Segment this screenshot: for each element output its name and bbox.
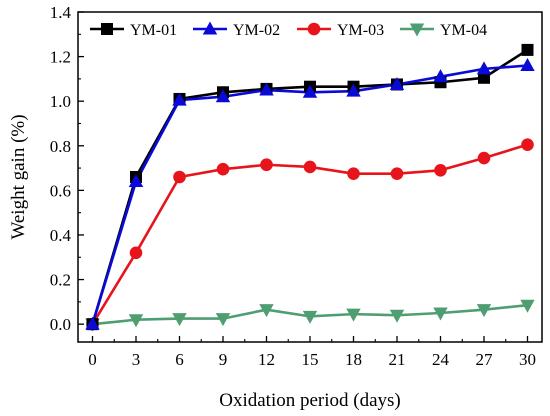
y-tick-label: 0.4	[50, 226, 72, 245]
y-tick-label: 0.2	[50, 271, 71, 290]
data-point-ym-03	[303, 160, 317, 174]
y-tick-label: 0.6	[50, 181, 71, 200]
x-tick-label: 9	[219, 350, 228, 369]
axis-ticks: 0 3 6 9 12 15 18 21 24 27 30 0.0 0.2 0.4 0.6 0.8 1.0 1.2 1…	[50, 3, 536, 369]
data-point-ym-02	[476, 61, 492, 75]
data-point-ym-02	[215, 89, 231, 103]
y-tick-label: 1.4	[50, 3, 72, 22]
data-point-ym-02	[433, 69, 448, 83]
data-point-ym-04	[520, 299, 535, 313]
legend-label-ym-02: YM-02	[233, 22, 280, 39]
data-point-ym-04	[389, 309, 405, 323]
data-point-ym-02	[520, 58, 535, 72]
x-tick-label: 3	[132, 350, 141, 369]
series-markers	[85, 43, 535, 332]
data-point-ym-03	[434, 164, 447, 177]
legend-marker-ym-03	[307, 22, 321, 36]
series-line-ym-02	[91, 64, 528, 325]
data-point-ym-02	[259, 82, 274, 96]
data-point-ym-02	[389, 76, 405, 90]
legend-marker-ym-02	[202, 21, 218, 35]
data-point-ym-01	[521, 43, 534, 56]
data-point-ym-03	[216, 162, 230, 176]
y-tick-label: 1.2	[50, 48, 71, 67]
y-tick-label: 1.0	[50, 92, 71, 111]
data-point-ym-02	[172, 92, 187, 106]
data-point-ym-04	[172, 313, 187, 327]
x-tick-label: 12	[258, 350, 275, 369]
x-tick-label: 15	[302, 350, 319, 369]
x-tick-label: 21	[389, 350, 406, 369]
data-point-ym-03	[173, 170, 186, 184]
data-point-ym-02	[346, 83, 361, 97]
legend-marker-ym-04	[409, 23, 425, 37]
data-point-ym-04	[302, 310, 318, 324]
data-point-ym-03	[477, 151, 491, 165]
x-tick-label: 27	[476, 350, 494, 369]
plot-frame	[77, 11, 543, 343]
x-tick-label: 30	[519, 350, 536, 369]
data-point-ym-02	[128, 173, 144, 187]
data-point-ym-04	[215, 313, 231, 327]
data-point-ym-02	[302, 84, 318, 98]
y-tick-label: 0.8	[50, 137, 71, 156]
legend-label-ym-03: YM-03	[337, 22, 384, 39]
legend-marker-ym-01	[101, 23, 113, 35]
legend-label-ym-04: YM-04	[440, 22, 487, 39]
data-point-ym-04	[128, 314, 144, 328]
data-point-ym-04	[259, 304, 274, 318]
y-tick-label: 0.0	[50, 315, 71, 334]
data-point-ym-01	[478, 71, 490, 84]
data-point-ym-03	[129, 246, 143, 260]
data-point-ym-03	[260, 158, 273, 172]
y-axis-title: Weight gain (%)	[8, 114, 29, 239]
x-tick-label: 18	[345, 350, 362, 369]
data-point-ym-02	[85, 316, 100, 330]
legend: YM-01 YM-02 YM-03 YM-04	[90, 21, 487, 39]
data-point-ym-04	[433, 307, 448, 321]
x-axis-title: Oxidation period (days)	[219, 390, 401, 411]
legend-label-ym-01: YM-01	[130, 22, 177, 39]
x-tick-label: 0	[88, 350, 97, 369]
data-point-ym-03	[521, 138, 534, 151]
x-tick-label: 6	[175, 350, 184, 369]
data-point-ym-03	[390, 167, 404, 180]
x-tick-label: 24	[432, 350, 450, 369]
data-point-ym-03	[347, 167, 360, 180]
data-point-ym-04	[346, 308, 361, 322]
data-point-ym-04	[476, 304, 492, 318]
